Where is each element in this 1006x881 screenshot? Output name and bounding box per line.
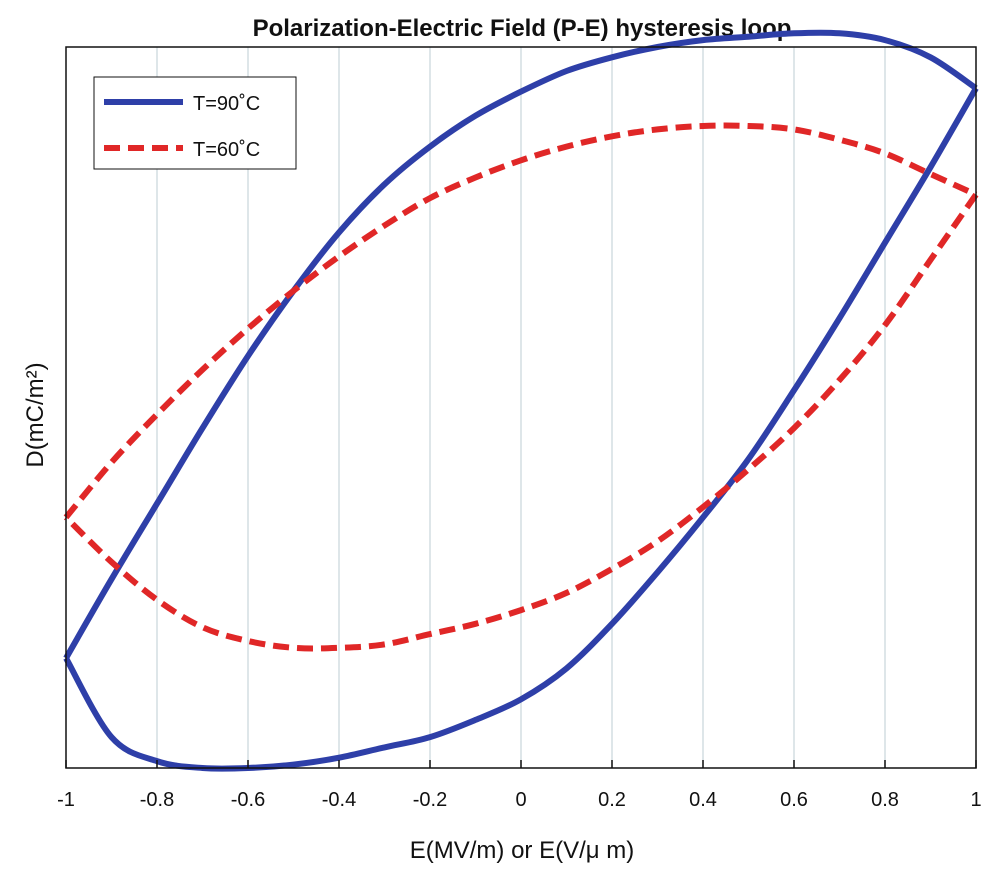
x-tick-label: 0.6: [780, 789, 808, 811]
series-t60: [63, 122, 979, 652]
x-tick-label: -0.6: [231, 789, 265, 811]
x-tick-label: 0.4: [689, 789, 717, 811]
x-tick-label: 1: [970, 789, 981, 811]
x-tick-label: 0: [515, 789, 526, 811]
legend: T=90˚C T=60˚C: [93, 76, 297, 170]
legend-box: [93, 76, 297, 170]
x-tick-label: 0.2: [598, 789, 626, 811]
plot-frame: [65, 46, 977, 769]
series-line-t90-upper: [63, 29, 978, 660]
series-line-t60-lower: [63, 192, 979, 652]
x-tick-label: -0.4: [322, 789, 356, 811]
x-tick-label: 0.8: [871, 789, 899, 811]
series-line-t60-upper: [63, 122, 978, 520]
y-axis-label: D(mC/m²): [22, 362, 49, 467]
legend-label-t90: T=90˚C: [193, 93, 260, 115]
x-tick-label: -1: [57, 789, 75, 811]
x-ticks: -1 -0.8 -0.6 -0.4 -0.2 0 0.2 0.4 0.6 0.8 1: [57, 760, 982, 811]
legend-label-t60: T=60˚C: [193, 139, 260, 161]
x-axis-label: E(MV/m) or E(V/μ m): [410, 837, 634, 864]
x-tick-label: -0.2: [413, 789, 447, 811]
x-tick-label: -0.8: [140, 789, 174, 811]
